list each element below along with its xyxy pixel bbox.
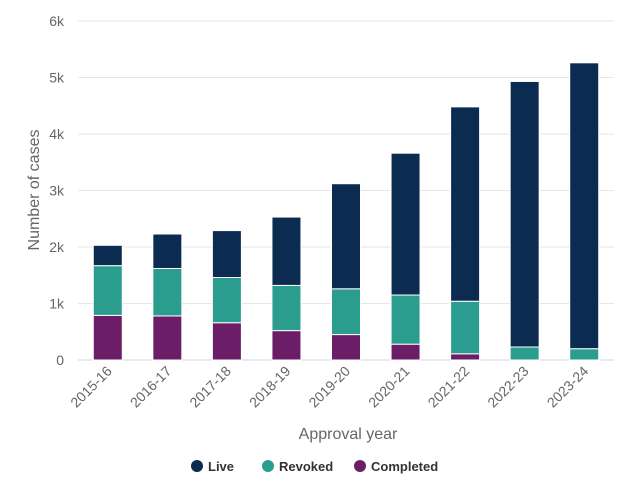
bar-revoked-2015-16	[92, 265, 123, 316]
bar-revoked-2017-18	[211, 277, 242, 324]
bar-completed-2017-18	[211, 322, 242, 361]
bar-live-2018-19	[271, 216, 302, 286]
legend: Live Revoked Completed	[191, 459, 438, 474]
y-axis-title: Number of cases	[26, 130, 43, 251]
bar-completed-2015-16	[92, 314, 123, 361]
bar-completed-2021-22	[450, 353, 481, 361]
y-tick-label: 0	[56, 352, 64, 368]
x-tick-label: 2022-23	[484, 363, 532, 411]
bar-completed-2016-17	[152, 315, 183, 361]
legend-marker-live	[191, 460, 203, 472]
y-tick-label: 3k	[49, 183, 65, 199]
x-tick-label: 2018-19	[246, 363, 294, 411]
bar-revoked-2016-17	[152, 267, 183, 317]
bar-completed-2020-21	[390, 343, 421, 361]
bar-revoked-2019-20	[331, 288, 361, 336]
legend-marker-completed	[354, 460, 366, 472]
bar-revoked-2021-22	[450, 300, 481, 355]
y-tick-label: 4k	[49, 126, 65, 142]
y-tick-label: 1k	[49, 296, 65, 312]
bar-revoked-2023-24	[569, 348, 600, 361]
legend-label-completed: Completed	[371, 459, 438, 474]
y-tick-label: 2k	[49, 239, 65, 255]
bar-live-2020-21	[390, 152, 421, 296]
x-tick-label: 2019-20	[305, 363, 353, 411]
legend-marker-revoked	[262, 460, 274, 472]
x-tick-label: 2016-17	[127, 363, 175, 411]
x-tick-label: 2020-21	[365, 363, 413, 411]
y-tick-label: 5k	[49, 70, 65, 86]
y-tick-label: 6k	[49, 13, 65, 29]
bar-live-2023-24	[569, 62, 600, 350]
legend-label-live: Live	[208, 459, 234, 474]
bar-completed-2019-20	[331, 334, 361, 361]
bar-live-2022-23	[509, 80, 540, 348]
x-tick-label: 2017-18	[186, 363, 234, 411]
bar-completed-2018-19	[271, 330, 302, 361]
bar-live-2017-18	[211, 230, 242, 279]
bar-live-2016-17	[152, 233, 183, 269]
bar-live-2019-20	[331, 183, 361, 290]
bar-live-2021-22	[450, 106, 481, 302]
legend-label-revoked: Revoked	[279, 459, 333, 474]
x-axis-ticks: 2015-16 2016-17 2017-18 2018-19 2019-20 2020-…	[67, 363, 591, 411]
x-tick-label: 2015-16	[67, 363, 115, 411]
bar-revoked-2020-21	[390, 294, 421, 345]
bar-revoked-2018-19	[271, 284, 302, 332]
y-axis-ticks: 0 1k 2k 3k 4k 5k 6k	[49, 13, 65, 368]
x-tick-label: 2021-22	[425, 363, 473, 411]
bars	[92, 62, 600, 361]
bar-revoked-2022-23	[509, 346, 540, 361]
x-tick-label: 2023-24	[544, 363, 592, 411]
x-axis-title: Approval year	[299, 426, 398, 443]
bar-live-2015-16	[92, 244, 123, 267]
